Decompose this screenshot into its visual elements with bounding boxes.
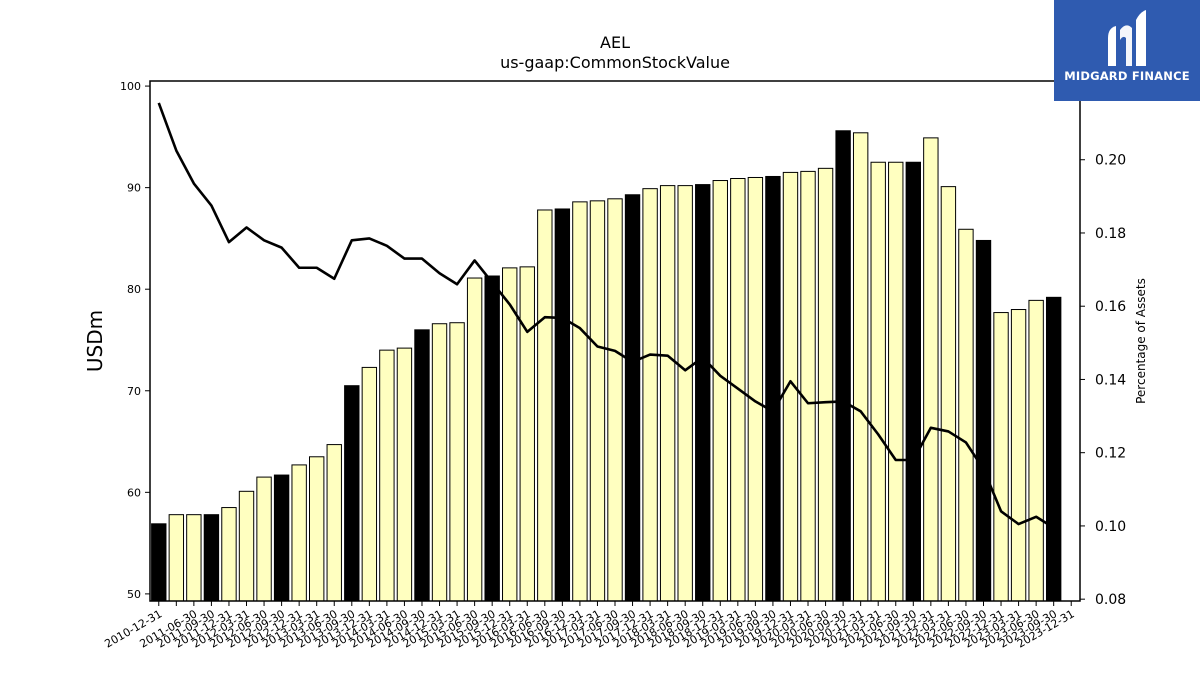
bar-2011-09-30	[203, 514, 220, 602]
y-tick-label: 70	[127, 385, 141, 398]
bar-2012-12-31	[291, 464, 307, 602]
bar-2014-03-31	[379, 349, 395, 602]
y2-tick-label: 0.14	[1095, 372, 1126, 388]
bar-2016-03-31	[519, 266, 535, 602]
bar-2020-03-31	[800, 170, 816, 602]
y-tick-label: 60	[127, 486, 141, 499]
bar-2019-09-30	[765, 175, 781, 602]
bar-2020-06-30	[817, 167, 834, 602]
bar-2022-09-30	[975, 239, 992, 602]
y2-tick-label: 0.08	[1095, 592, 1126, 608]
bar-2016-06-30	[537, 209, 553, 602]
y2-tick-label: 0.18	[1095, 226, 1126, 242]
bar-2021-12-31	[923, 137, 939, 602]
logo-box: MIDGARD FINANCE	[1054, 0, 1200, 101]
bar-2021-06-30	[888, 161, 904, 602]
bar-2013-09-30	[344, 385, 360, 602]
bar-2017-12-31	[642, 188, 658, 602]
bar-2020-12-31	[852, 132, 869, 602]
y2-tick-label: 0.16	[1095, 299, 1126, 315]
bar-2014-09-30	[414, 329, 430, 602]
left-axis: 50 60 70 80 90 100	[120, 80, 150, 601]
bar-2018-09-30	[695, 184, 711, 602]
y2-tick-label: 0.20	[1095, 153, 1126, 169]
y2-tick-label: 0.12	[1095, 446, 1126, 462]
y-tick-label: 50	[127, 588, 141, 601]
bar-2012-09-30	[273, 474, 290, 602]
bar-2023-06-30	[1028, 299, 1044, 602]
bar-2023-03-31	[1010, 309, 1027, 602]
bar-2021-03-31	[870, 161, 886, 602]
bar-2018-06-30	[677, 185, 693, 602]
line-layer	[157, 102, 1055, 529]
bar-2014-06-30	[396, 347, 413, 602]
y2-tick-label: 0.10	[1095, 519, 1126, 535]
y-tick-label: 100	[120, 80, 141, 93]
bar-2013-06-30	[326, 444, 342, 602]
bar-2012-03-31	[238, 490, 255, 602]
bar-2023-09-30	[1045, 296, 1062, 602]
chart-subtitle: us-gaap:CommonStockValue	[500, 53, 730, 72]
bar-2016-12-31	[572, 201, 588, 602]
bar-2022-12-31	[993, 312, 1009, 602]
bar-2022-03-31	[940, 186, 957, 602]
bar-2016-09-30	[554, 208, 571, 602]
bar-2022-06-30	[958, 228, 974, 602]
bars-layer	[151, 130, 1062, 602]
bar-2014-12-31	[431, 323, 448, 602]
y-tick-label: 90	[127, 182, 141, 195]
y2-axis-label: Percentage of Assets	[1134, 278, 1148, 404]
bar-2011-12-31	[221, 507, 237, 602]
bar-2013-12-31	[361, 366, 378, 602]
bar-2012-06-30	[256, 476, 272, 602]
bar-2017-03-31	[589, 200, 606, 602]
bar-2018-12-31	[712, 180, 728, 602]
bar-2011-03-31	[168, 514, 185, 602]
bar-2011-06-30	[186, 514, 202, 602]
right-axis: 0.08 0.10 0.12 0.14 0.16 0.18 0.20	[1080, 153, 1126, 608]
bar-2018-03-31	[659, 185, 676, 602]
bar-2015-06-30	[466, 277, 483, 602]
percentage-line	[157, 102, 1055, 529]
y-tick-label: 80	[127, 283, 141, 296]
bar-2015-09-30	[484, 275, 500, 602]
y-axis-label: USDm	[83, 310, 107, 372]
midgard-logo-icon	[1108, 10, 1146, 66]
bar-2015-12-31	[502, 267, 518, 602]
bar-2020-09-30	[835, 130, 851, 602]
chart-title: AEL	[600, 33, 630, 52]
bar-2017-06-30	[607, 198, 623, 602]
bar-2015-03-31	[449, 322, 465, 602]
bar-2017-09-30	[624, 194, 641, 602]
bar-2013-03-31	[309, 456, 325, 602]
bar-2010-12-31	[151, 523, 167, 602]
bar-2021-09-30	[905, 161, 921, 602]
x-axis: 2010-12-312011-06-302011-09-302011-12-31…	[102, 601, 1077, 651]
logo-text: MIDGARD FINANCE	[1064, 69, 1190, 83]
bar-2019-06-30	[747, 176, 764, 602]
